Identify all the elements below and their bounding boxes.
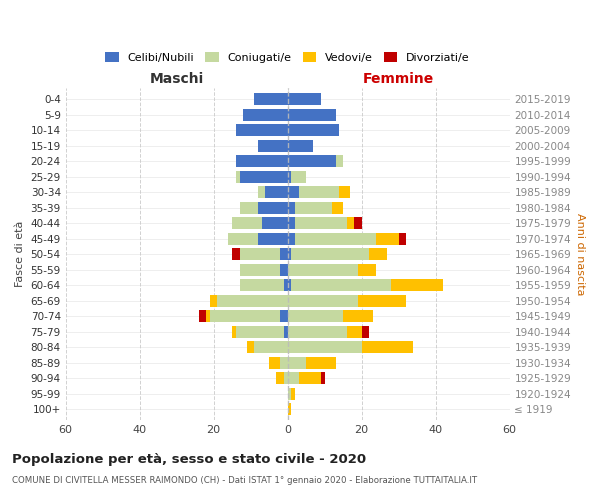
Text: COMUNE DI CIVITELLA MESSER RAIMONDO (CH) - Dati ISTAT 1° gennaio 2020 - Elaboraz: COMUNE DI CIVITELLA MESSER RAIMONDO (CH)… [12,476,477,485]
Bar [376,233,398,244]
Bar [258,186,265,198]
Bar [280,357,287,368]
Bar [340,186,350,198]
Bar [343,310,373,322]
Bar [239,171,287,182]
Bar [291,171,306,182]
Bar [262,218,287,229]
Bar [287,171,291,182]
Bar [258,233,287,244]
Bar [287,342,362,353]
Bar [287,233,295,244]
Bar [354,218,362,229]
Bar [258,140,287,151]
Bar [210,295,217,306]
Bar [398,233,406,244]
Bar [254,342,287,353]
Bar [362,326,369,338]
Bar [287,310,343,322]
Bar [269,357,280,368]
Bar [358,295,406,306]
Bar [239,248,280,260]
Bar [287,280,291,291]
Bar [369,248,388,260]
Bar [287,295,358,306]
Bar [362,342,413,353]
Bar [232,248,239,260]
Bar [321,372,325,384]
Bar [239,202,258,213]
Bar [287,156,335,167]
Bar [391,280,443,291]
Bar [254,94,287,105]
Bar [243,109,287,120]
Bar [277,372,284,384]
Bar [287,326,347,338]
Y-axis label: Anni di nascita: Anni di nascita [575,213,585,296]
Bar [265,186,287,198]
Bar [358,264,376,276]
Bar [291,388,295,400]
Bar [199,310,206,322]
Bar [236,156,287,167]
Bar [287,218,295,229]
Bar [210,310,280,322]
Bar [280,248,287,260]
Bar [236,124,287,136]
Bar [287,109,335,120]
Text: Popolazione per età, sesso e stato civile - 2020: Popolazione per età, sesso e stato civil… [12,452,366,466]
Bar [258,202,287,213]
Bar [284,280,287,291]
Bar [217,295,287,306]
Bar [291,280,391,291]
Bar [287,124,340,136]
Bar [347,326,362,338]
Bar [287,372,299,384]
Bar [239,264,280,276]
Bar [287,404,291,415]
Bar [347,218,354,229]
Bar [280,310,287,322]
Bar [287,202,295,213]
Bar [229,233,258,244]
Legend: Celibi/Nubili, Coniugati/e, Vedovi/e, Divorziati/e: Celibi/Nubili, Coniugati/e, Vedovi/e, Di… [101,48,474,67]
Bar [291,248,369,260]
Bar [287,264,358,276]
Bar [295,202,332,213]
Bar [335,156,343,167]
Bar [232,326,236,338]
Bar [306,357,335,368]
Bar [287,248,291,260]
Bar [284,372,287,384]
Y-axis label: Fasce di età: Fasce di età [15,221,25,288]
Bar [332,202,343,213]
Bar [280,264,287,276]
Bar [299,372,321,384]
Bar [284,326,287,338]
Bar [295,218,347,229]
Bar [287,388,291,400]
Bar [299,186,340,198]
Bar [239,280,284,291]
Bar [295,233,376,244]
Bar [206,310,210,322]
Bar [247,342,254,353]
Bar [236,326,284,338]
Bar [287,186,299,198]
Text: Maschi: Maschi [149,72,204,86]
Text: Femmine: Femmine [363,72,434,86]
Bar [287,140,313,151]
Bar [236,171,239,182]
Bar [287,357,306,368]
Bar [287,94,321,105]
Bar [232,218,262,229]
